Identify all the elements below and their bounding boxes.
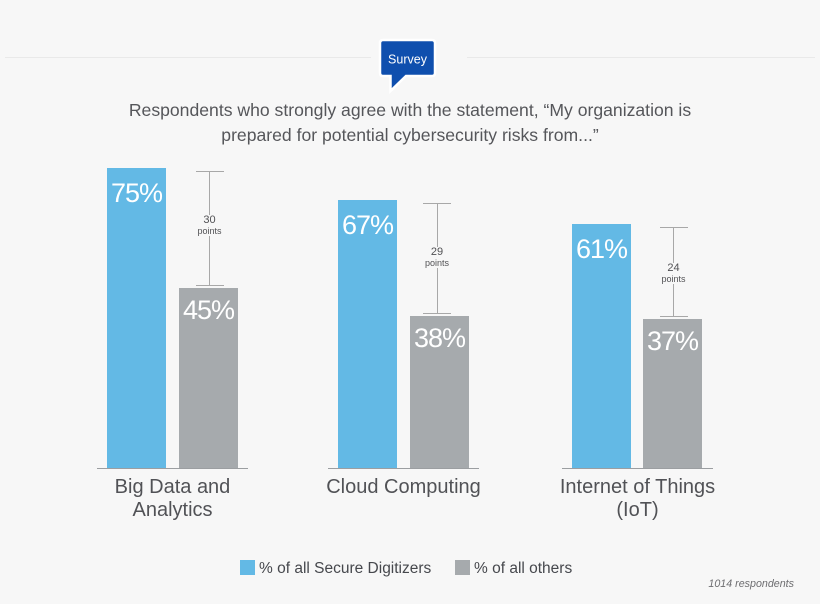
svg-text:Survey: Survey <box>388 53 428 67</box>
